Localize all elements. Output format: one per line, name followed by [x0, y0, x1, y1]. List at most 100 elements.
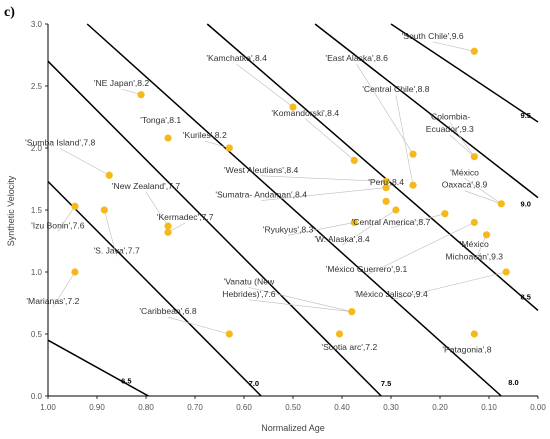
x-tick-label: 1.00 [40, 403, 56, 412]
data-point [137, 91, 145, 99]
data-point [470, 330, 478, 338]
leader-line [464, 178, 502, 205]
y-axis-label: Synthetic Velocity [6, 175, 16, 246]
point-label: 'México [460, 239, 489, 249]
x-tick-label: 0.10 [481, 403, 497, 412]
x-tick-label: 0.30 [383, 403, 399, 412]
point-label: 'South Chile',9.6 [402, 31, 464, 41]
point-label: 'México [450, 167, 479, 177]
point-label: 'Ryukyus',8.3 [263, 224, 314, 234]
leader-line [236, 63, 294, 108]
point-label: 'Izu Bonin',7.6 [31, 221, 85, 231]
leader-line [104, 209, 117, 257]
point-label: 'México Jalisco',9.4 [354, 289, 428, 299]
leader-line [288, 222, 355, 236]
isoline-9.0 [314, 23, 539, 199]
leader-line [57, 206, 76, 232]
data-point [482, 231, 491, 239]
leader-line [449, 134, 475, 157]
data-point [441, 210, 449, 218]
data-point [71, 202, 79, 210]
point-label: 'Patagonia',8 [442, 345, 491, 355]
leader-line [341, 209, 397, 246]
point-label: 'Caribbean',6.8 [139, 306, 196, 316]
data-point [225, 144, 233, 152]
point-label: Ecuador',9.3 [426, 124, 474, 134]
isoline-8.5 [206, 23, 539, 312]
point-label: 'W. Alaska',8.4 [314, 234, 370, 244]
leader-line [261, 175, 387, 182]
isoline-label: 9.0 [521, 199, 531, 208]
leader-line [464, 190, 502, 205]
leader-line [366, 222, 475, 276]
data-point [350, 218, 358, 226]
data-point [470, 153, 478, 161]
point-label: 'West Aleutians',8.4 [224, 165, 299, 175]
leader-line [145, 191, 169, 227]
isoline-7.5 [47, 60, 382, 397]
leader-line [305, 118, 355, 161]
x-tick-label: 0.40 [334, 403, 350, 412]
point-label: 'Colombia- [429, 111, 470, 121]
point-label: 'Marianas',7.2 [26, 296, 79, 306]
point-label: Hebrides)',7.6 [222, 289, 275, 299]
point-label: 'Vanatu (New [224, 276, 275, 286]
isoline-9.5 [390, 23, 539, 123]
data-point [100, 206, 108, 214]
leader-line [52, 271, 76, 308]
leader-line [395, 95, 414, 186]
x-tick-label: 0.90 [89, 403, 105, 412]
isoline-8.0 [86, 23, 502, 397]
data-point [350, 156, 358, 164]
leader-line [390, 271, 507, 301]
x-tick-label: 0.60 [236, 403, 252, 412]
isoline-label: 9.5 [521, 111, 531, 120]
leader-line [60, 148, 110, 176]
x-tick-label: 0.80 [138, 403, 154, 412]
point-label: 'México Guerrero',9.1 [326, 264, 408, 274]
axis-layer: 1.00 0.90 0.80 0.70 0.60 0.50 0.40 0.30 0.20 0.10… [31, 20, 546, 412]
data-point [71, 268, 79, 276]
point-label: 'Scotia arc',7.2 [321, 342, 377, 352]
leader-line [474, 234, 487, 263]
isoline-label: 8.0 [508, 378, 518, 387]
point-label: 'NE Japan',8.2 [94, 78, 150, 88]
isoline-label: 7.5 [381, 379, 391, 388]
leader-line [248, 299, 352, 312]
data-point [382, 177, 390, 186]
x-tick-label: 0.50 [285, 403, 301, 412]
x-tick-label: 0.20 [432, 403, 448, 412]
isoline-label: 8.5 [521, 292, 531, 301]
point-label: 'Central America',8.7 [352, 217, 431, 227]
isoline-6.5 [47, 339, 149, 397]
data-point [497, 200, 505, 208]
point-layer [71, 47, 510, 338]
y-tick-label: 0.0 [31, 392, 43, 401]
x-tick-label: 0.00 [530, 403, 546, 412]
data-point [289, 103, 297, 111]
data-point [470, 218, 478, 226]
point-label: 'Tonga',8.1 [140, 115, 181, 125]
point-label: 'Peru',8.4 [368, 177, 404, 187]
isoline-7.0 [47, 180, 262, 397]
isoline-layer: 6.5 7.0 7.5 8.0 8.5 9.0 9.5 [47, 23, 539, 397]
leader-line [356, 64, 414, 155]
point-label: 'Central Chile',8.8 [362, 84, 430, 94]
data-point [392, 206, 400, 214]
data-point [335, 330, 344, 338]
y-tick-label: 1.0 [31, 268, 43, 277]
leader-line [449, 122, 475, 157]
point-label-layer: 'South Chile',9.6 'East Alaska',8.6 'Centr… [25, 31, 503, 355]
y-tick-label: 2.0 [31, 144, 43, 153]
point-label: 'New Zealand',7.7 [112, 181, 180, 191]
data-point [164, 134, 172, 142]
y-tick-label: 2.5 [31, 82, 43, 91]
point-label: 'Kuriles',8.2 [183, 130, 227, 140]
point-label: 'Kamchatka',8.4 [206, 53, 267, 63]
data-point [382, 184, 390, 192]
x-tick-label: 0.70 [187, 403, 203, 412]
point-label: 'Sumba Island',7.8 [25, 138, 95, 148]
data-point [502, 268, 510, 276]
data-point [348, 308, 356, 316]
